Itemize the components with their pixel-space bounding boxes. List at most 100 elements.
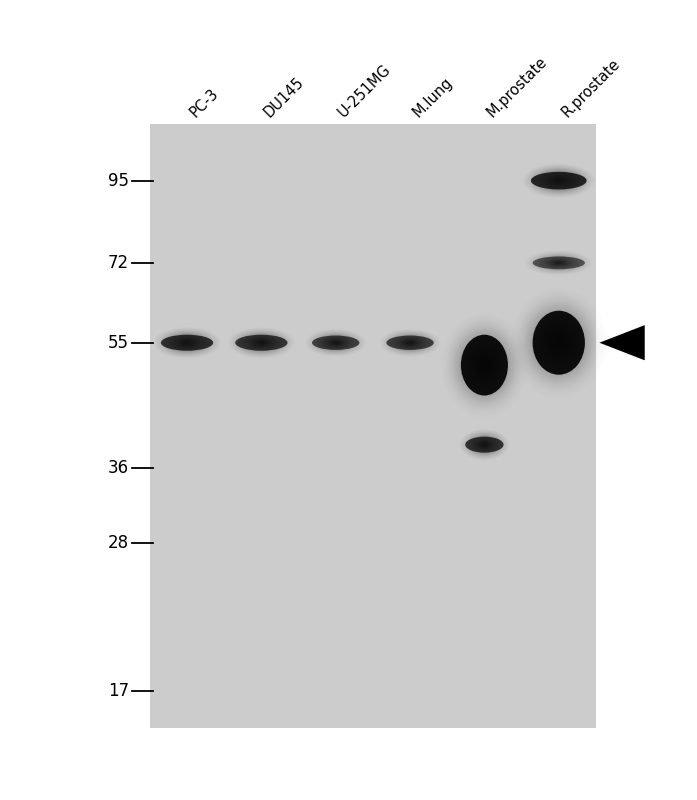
Ellipse shape: [170, 335, 204, 350]
Ellipse shape: [461, 334, 508, 395]
Ellipse shape: [466, 437, 503, 453]
Ellipse shape: [401, 339, 418, 346]
Text: 28: 28: [108, 534, 129, 552]
Ellipse shape: [549, 176, 569, 186]
Ellipse shape: [173, 336, 201, 350]
Ellipse shape: [546, 174, 572, 186]
Ellipse shape: [533, 257, 585, 270]
Ellipse shape: [473, 351, 496, 379]
Ellipse shape: [403, 339, 418, 346]
Ellipse shape: [542, 322, 576, 362]
Ellipse shape: [399, 338, 421, 347]
Ellipse shape: [480, 360, 489, 370]
Ellipse shape: [546, 328, 572, 358]
Ellipse shape: [547, 258, 571, 267]
Ellipse shape: [161, 334, 213, 350]
Ellipse shape: [546, 258, 572, 268]
Ellipse shape: [549, 330, 569, 354]
Ellipse shape: [324, 338, 348, 348]
Ellipse shape: [480, 442, 489, 448]
Ellipse shape: [473, 438, 496, 452]
Ellipse shape: [330, 340, 342, 346]
Text: 17: 17: [108, 682, 129, 700]
Text: M.prostate: M.prostate: [484, 54, 551, 120]
Ellipse shape: [404, 340, 416, 346]
Ellipse shape: [552, 261, 565, 266]
Text: R.prostate: R.prostate: [559, 56, 622, 120]
Ellipse shape: [471, 349, 498, 382]
Text: 95: 95: [108, 172, 129, 190]
Ellipse shape: [552, 334, 566, 350]
Ellipse shape: [482, 443, 487, 446]
Ellipse shape: [326, 338, 345, 347]
Ellipse shape: [482, 443, 487, 446]
Text: DU145: DU145: [261, 74, 307, 120]
Ellipse shape: [398, 338, 422, 348]
Bar: [150, 124, 596, 728]
Ellipse shape: [386, 335, 434, 350]
Ellipse shape: [247, 336, 276, 350]
Ellipse shape: [556, 262, 561, 264]
Ellipse shape: [468, 346, 500, 384]
Text: U-251MG: U-251MG: [336, 62, 395, 120]
Ellipse shape: [550, 259, 568, 266]
Ellipse shape: [476, 439, 493, 450]
Ellipse shape: [555, 262, 562, 264]
Ellipse shape: [477, 356, 491, 374]
Ellipse shape: [481, 442, 488, 447]
Ellipse shape: [533, 310, 585, 374]
Ellipse shape: [333, 342, 338, 344]
Ellipse shape: [542, 173, 576, 189]
Ellipse shape: [544, 258, 573, 268]
Ellipse shape: [480, 358, 489, 371]
Text: 55: 55: [108, 334, 129, 352]
Ellipse shape: [397, 337, 423, 349]
Ellipse shape: [553, 336, 565, 350]
Ellipse shape: [548, 175, 570, 186]
Ellipse shape: [312, 335, 360, 350]
Ellipse shape: [396, 336, 424, 350]
Text: M.lung: M.lung: [410, 74, 456, 120]
Ellipse shape: [256, 340, 266, 345]
Ellipse shape: [552, 178, 566, 184]
Ellipse shape: [328, 339, 343, 346]
Ellipse shape: [477, 440, 492, 450]
Ellipse shape: [257, 341, 266, 345]
Ellipse shape: [250, 338, 273, 348]
Text: 72: 72: [108, 254, 129, 272]
Ellipse shape: [544, 326, 574, 360]
Ellipse shape: [331, 341, 340, 345]
Ellipse shape: [545, 326, 573, 358]
Ellipse shape: [406, 341, 413, 344]
Ellipse shape: [531, 172, 587, 190]
Ellipse shape: [554, 338, 563, 348]
Ellipse shape: [406, 341, 415, 345]
Ellipse shape: [555, 178, 563, 182]
Ellipse shape: [408, 342, 413, 344]
Text: 36: 36: [108, 459, 129, 478]
Ellipse shape: [185, 342, 190, 344]
Ellipse shape: [479, 441, 490, 448]
Ellipse shape: [556, 179, 562, 182]
Ellipse shape: [541, 172, 577, 190]
Ellipse shape: [181, 340, 194, 346]
Ellipse shape: [475, 354, 493, 377]
Ellipse shape: [551, 334, 567, 352]
Ellipse shape: [332, 341, 339, 344]
Ellipse shape: [470, 347, 499, 383]
Ellipse shape: [474, 353, 495, 378]
Ellipse shape: [321, 336, 350, 350]
Ellipse shape: [472, 437, 497, 453]
Ellipse shape: [254, 339, 269, 346]
Ellipse shape: [553, 178, 565, 183]
Ellipse shape: [549, 259, 569, 266]
Ellipse shape: [476, 355, 493, 375]
Ellipse shape: [478, 358, 491, 373]
Ellipse shape: [474, 438, 495, 451]
Ellipse shape: [255, 340, 268, 346]
Ellipse shape: [549, 332, 568, 354]
Ellipse shape: [182, 340, 192, 345]
Ellipse shape: [477, 441, 491, 449]
Ellipse shape: [551, 177, 567, 185]
Ellipse shape: [544, 174, 574, 188]
